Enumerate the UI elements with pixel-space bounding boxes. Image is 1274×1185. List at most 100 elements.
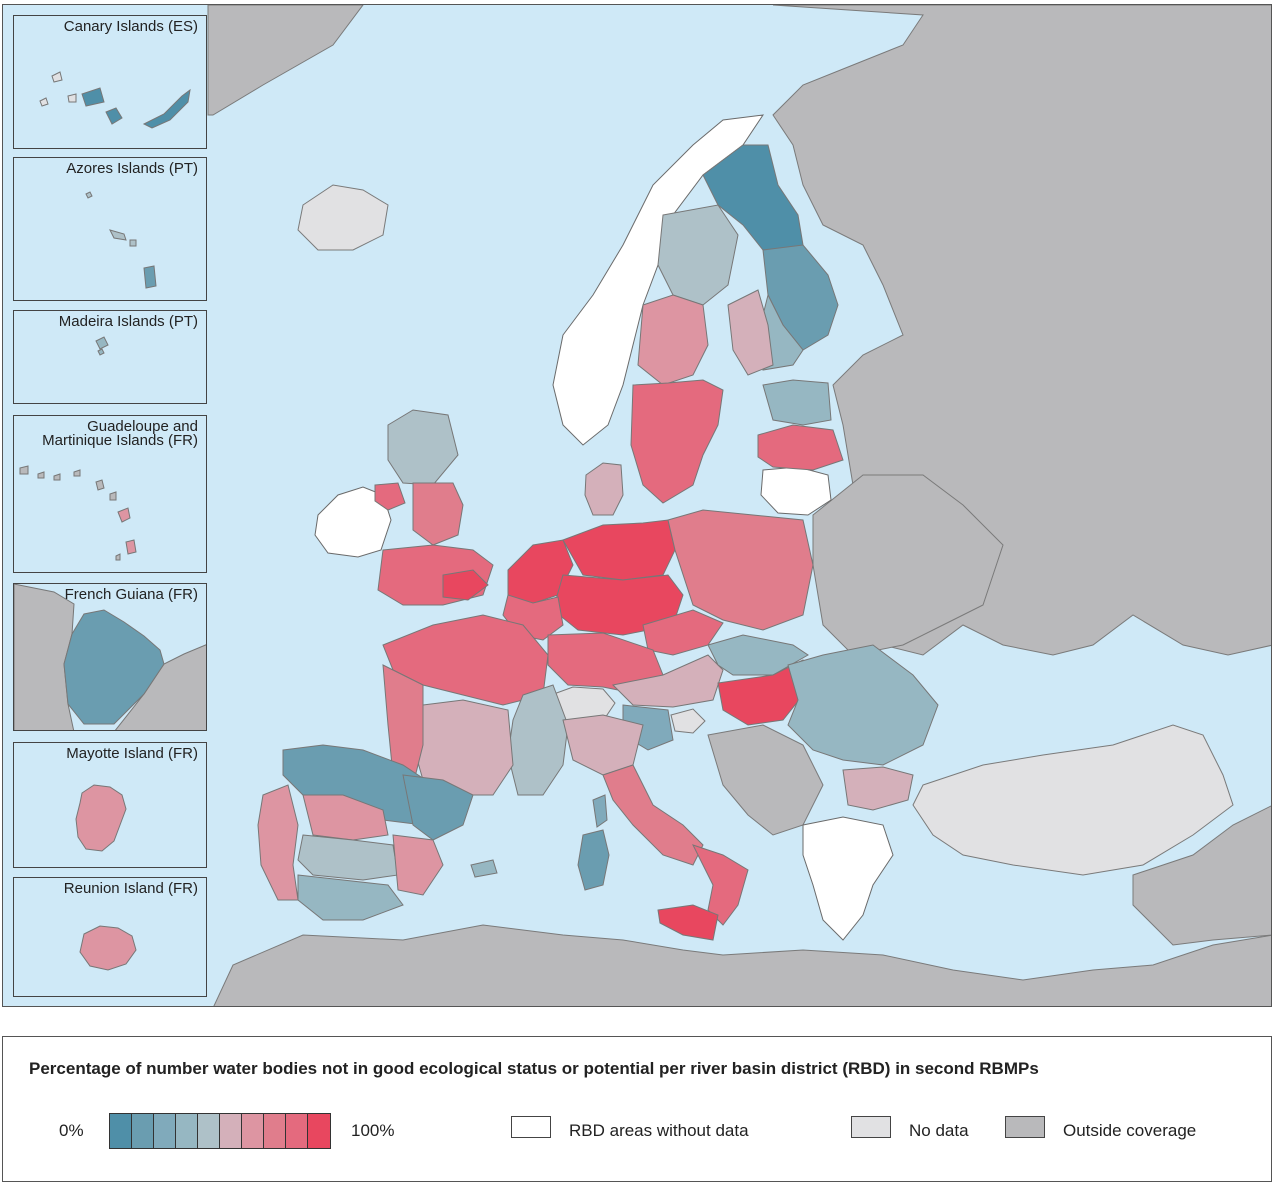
without-data-label: RBD areas without data (569, 1121, 749, 1140)
madeira-island (97, 348, 105, 356)
rbd-spain-east (392, 834, 444, 896)
iceland (297, 184, 389, 251)
azores-island (143, 265, 157, 289)
reunion-island (79, 925, 137, 971)
rbd-finland-west (727, 289, 774, 376)
azores-island (109, 229, 127, 241)
ramp-cell-5 (220, 1114, 242, 1148)
french-guiana-land (63, 609, 165, 725)
caribbean-island (19, 465, 29, 475)
guadeloupe-martinique-map (19, 465, 137, 561)
middle-east-land (1132, 805, 1271, 946)
inset-azores-islands: Azores Islands (PT) (13, 157, 207, 301)
reunion-island-map (79, 925, 137, 971)
outside-coverage-label: Outside coverage (1063, 1121, 1197, 1140)
inset-madeira-islands: Madeira Islands (PT) (13, 310, 207, 404)
rbd-romania (787, 644, 939, 766)
without-data-swatch (511, 1116, 551, 1138)
main-map (3, 5, 1271, 1006)
rbd-estonia (762, 379, 832, 426)
caribbean-island (95, 479, 105, 491)
canary-island (39, 97, 49, 107)
rbd-denmark (584, 462, 624, 516)
rbd-spain-ebro (402, 774, 474, 841)
azores-island (85, 191, 93, 199)
canary-island (67, 93, 77, 103)
greenland-tip (207, 5, 364, 116)
rbd-latvia (757, 424, 844, 471)
slovenia-area (670, 708, 706, 734)
rbd-sweden-south (630, 379, 724, 504)
outside-coverage-land (207, 5, 1271, 1006)
rbd-spain-tagus (297, 834, 399, 881)
canary-island (51, 71, 63, 83)
caribbean-island (73, 469, 81, 477)
inset-mayotte-island: Mayotte Island (FR) (13, 742, 207, 868)
rbd-england-north (412, 482, 464, 546)
rbd-without-data (314, 114, 894, 941)
rbd-sweden-north (657, 204, 739, 306)
inset-label: Mayotte Island (FR) (66, 745, 198, 762)
rbd-northern-ireland (374, 482, 406, 511)
guadeloupe-island (117, 507, 131, 523)
ramp-cell-2 (154, 1114, 176, 1148)
legend-min-label: 0% (59, 1121, 84, 1140)
mayotte-island (75, 784, 127, 852)
no-data-label: No data (909, 1121, 969, 1140)
outside-coverage-swatch (1005, 1116, 1045, 1138)
ramp-cell-6 (242, 1114, 264, 1148)
french-guiana-map (14, 584, 206, 730)
rbd-scotland (387, 409, 459, 486)
rbd-thames (442, 569, 489, 601)
inset-guadeloupe-martinique: Guadeloupe and Martinique Islands (FR) (13, 415, 207, 573)
inset-label: French Guiana (FR) (64, 586, 198, 603)
madeira-islands-map (95, 336, 109, 356)
caribbean-island (37, 471, 45, 479)
madeira-island (95, 336, 109, 350)
rbd-spain-duero (302, 794, 389, 841)
ramp-cell-1 (132, 1114, 154, 1148)
martinique-island (125, 539, 137, 555)
north-africa-land (213, 924, 1271, 1006)
caribbean-island (109, 491, 117, 501)
caribbean-island (115, 553, 121, 561)
ramp-cell-3 (176, 1114, 198, 1148)
rbd-sardinia (577, 829, 610, 891)
canary-island (142, 88, 191, 129)
rbd-corsica (592, 794, 608, 828)
ramp-cell-0 (110, 1114, 132, 1148)
ukraine-belarus (812, 474, 1004, 656)
suriname-land (14, 584, 75, 730)
greece (802, 816, 894, 941)
rbd-italy-south (692, 844, 749, 926)
color-ramp (109, 1113, 331, 1149)
legend: Percentage of number water bodies not in… (2, 1036, 1272, 1182)
inset-french-guiana: French Guiana (FR) (13, 583, 207, 731)
inset-label: Guadeloupe and Martinique Islands (FR) (42, 418, 198, 449)
inset-reunion-island: Reunion Island (FR) (13, 877, 207, 997)
azores-islands-map (85, 191, 157, 289)
inset-canary-islands: Canary Islands (ES) (13, 15, 207, 149)
rbd-baleares (470, 859, 498, 878)
rbd-sicily (657, 904, 719, 941)
no-data-swatch (851, 1116, 891, 1138)
rbd-poland (667, 509, 814, 631)
canary-islands-map (39, 71, 191, 129)
map-frame: Canary Islands (ES) Azores Islands (PT) … (2, 4, 1272, 1007)
rbd-portugal (257, 784, 299, 901)
rbd-spain-south (297, 874, 404, 921)
ramp-cell-4 (198, 1114, 220, 1148)
inset-label: Canary Islands (ES) (63, 18, 198, 35)
rbd-sweden-mid (637, 294, 709, 386)
legend-max-label: 100% (351, 1121, 395, 1140)
ramp-cell-9 (308, 1114, 330, 1148)
ramp-cell-8 (286, 1114, 308, 1148)
inset-label: Azores Islands (PT) (66, 160, 198, 177)
no-data-areas (297, 184, 1234, 876)
inset-label: Reunion Island (FR) (63, 880, 198, 897)
rbd-districts (257, 144, 939, 941)
legend-title: Percentage of number water bodies not in… (29, 1059, 1039, 1078)
canary-island (105, 107, 123, 125)
ramp-cell-7 (264, 1114, 286, 1148)
rbd-bulgaria (842, 766, 914, 811)
